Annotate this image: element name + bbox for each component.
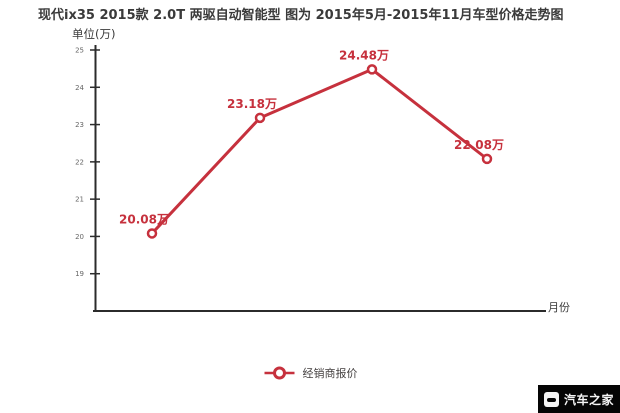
data-point-label: 20.08万 bbox=[119, 212, 169, 226]
data-point bbox=[146, 228, 158, 239]
data-point-label: 23.18万 bbox=[227, 97, 277, 111]
chart-title: 现代ix35 2015款 2.0T 两驱自动智能型 图为 2015年5月-201… bbox=[38, 8, 564, 23]
y-tick-label: 23 bbox=[75, 121, 84, 129]
price-trend-chart: 25 24 23 22 21 20 19 20.08万 23.18万 24.48万 22.08万 bbox=[75, 45, 546, 312]
data-point bbox=[366, 64, 378, 75]
y-tick-label: 22 bbox=[75, 158, 84, 166]
autohome-logo-icon bbox=[544, 391, 559, 407]
y-axis-unit-label: 单位(万) bbox=[72, 27, 116, 41]
watermark-brand-text: 汽车之家 bbox=[564, 392, 615, 407]
watermark: 汽车之家 bbox=[538, 385, 620, 413]
y-tick-label: 24 bbox=[75, 84, 84, 92]
data-point bbox=[481, 153, 493, 165]
y-tick-label: 21 bbox=[75, 196, 84, 204]
data-point-label: 22.08万 bbox=[454, 138, 504, 152]
y-tick-label: 20 bbox=[75, 233, 84, 241]
legend-line-marker-icon bbox=[264, 366, 295, 380]
y-tick-label: 19 bbox=[75, 270, 84, 278]
x-axis-label: 月份 bbox=[548, 301, 570, 314]
legend: 经销商报价 bbox=[263, 365, 358, 381]
data-point-label: 24.48万 bbox=[339, 48, 389, 62]
legend-label: 经销商报价 bbox=[302, 367, 358, 380]
data-point bbox=[254, 112, 266, 124]
price-line bbox=[150, 67, 489, 235]
y-tick-label: 25 bbox=[75, 47, 84, 55]
